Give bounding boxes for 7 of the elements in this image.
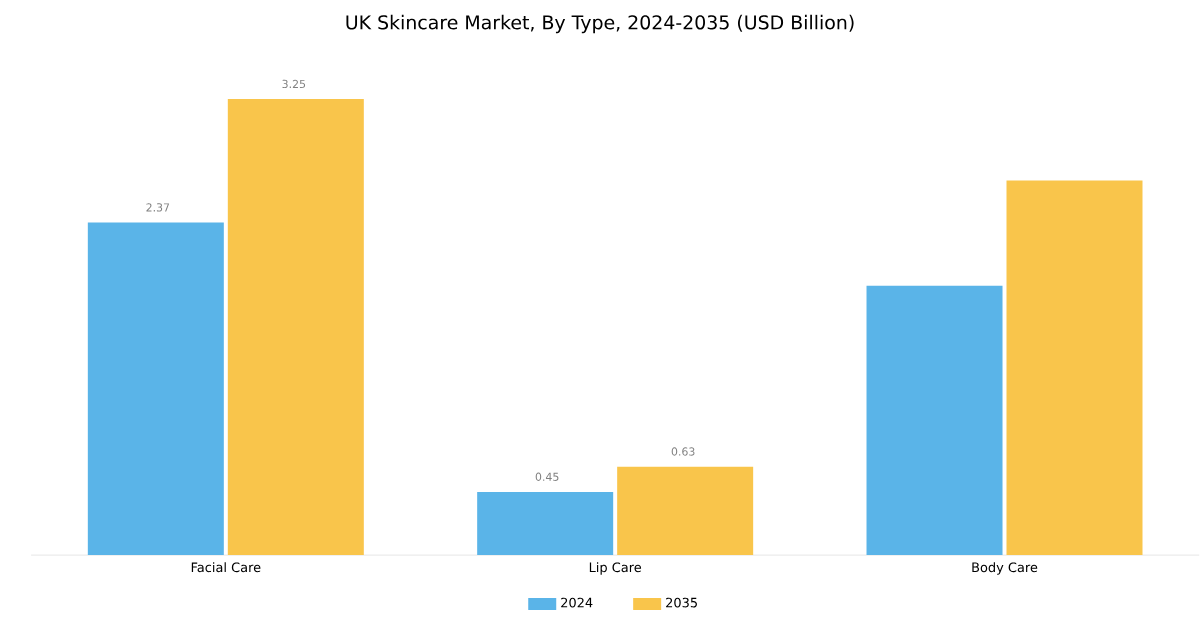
bar bbox=[477, 491, 614, 555]
bar bbox=[866, 285, 1003, 555]
chart-title: UK Skincare Market, By Type, 2024-2035 (USD Billion) bbox=[346, 14, 854, 34]
bar bbox=[1006, 180, 1143, 555]
bar bbox=[617, 466, 754, 555]
bar bbox=[227, 98, 364, 555]
bar bbox=[87, 222, 224, 555]
